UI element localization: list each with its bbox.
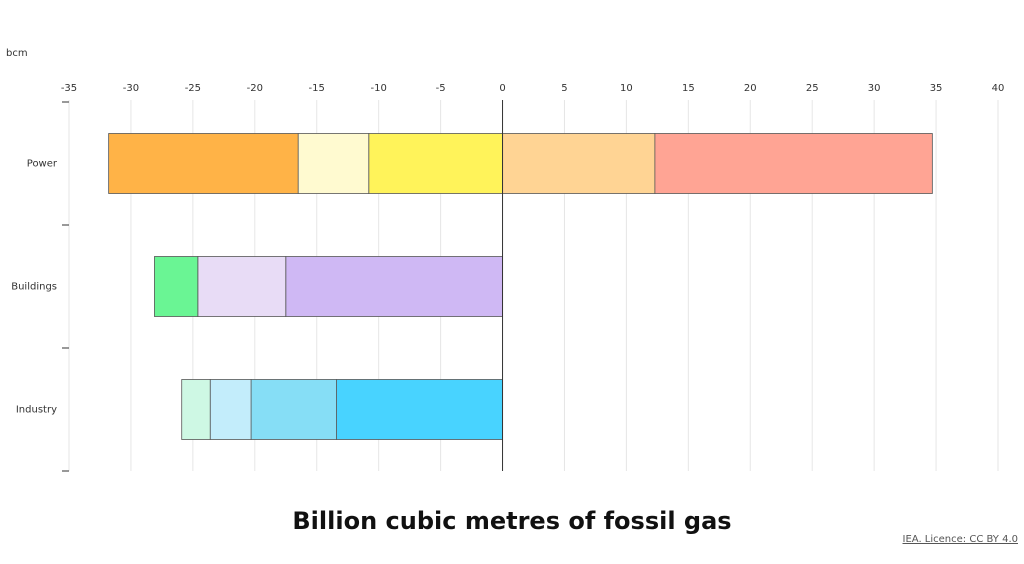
bar-segment	[197, 256, 287, 317]
bar-segment	[181, 379, 211, 440]
source-link[interactable]: IEA. Licence: CC BY 4.0	[903, 534, 1018, 545]
x-tick-label: 20	[744, 83, 757, 94]
x-tick-label: -30	[123, 83, 139, 94]
bar-segment	[209, 379, 252, 440]
bar-segment	[297, 133, 370, 194]
bar-segment	[285, 256, 503, 317]
y-tick-label: Buildings	[11, 282, 57, 293]
x-tick-label: 0	[499, 83, 505, 94]
bar-segment	[502, 133, 656, 194]
x-tick-label: 5	[561, 83, 567, 94]
unit-label: bcm	[6, 48, 28, 59]
x-tick-label: -20	[247, 83, 263, 94]
x-tick-label: -5	[436, 83, 446, 94]
x-tick-label: -35	[61, 83, 77, 94]
x-tick-label: 25	[806, 83, 819, 94]
x-tick-label: 40	[992, 83, 1005, 94]
x-tick-label: 10	[620, 83, 633, 94]
chart-title: Billion cubic metres of fossil gas	[292, 507, 731, 535]
y-tick-label: Industry	[16, 405, 57, 416]
x-tick-label: -10	[370, 83, 386, 94]
y-tick-label: Power	[27, 159, 58, 170]
x-tick-label: -15	[309, 83, 325, 94]
bar-segment	[250, 379, 337, 440]
bar-segment	[154, 256, 199, 317]
bar-segment	[108, 133, 299, 194]
bar-segment	[368, 133, 503, 194]
x-tick-label: 30	[868, 83, 881, 94]
bar-segment	[336, 379, 503, 440]
x-tick-label: 35	[930, 83, 943, 94]
bar-segment	[654, 133, 933, 194]
x-tick-label: 15	[682, 83, 695, 94]
x-tick-label: -25	[185, 83, 201, 94]
